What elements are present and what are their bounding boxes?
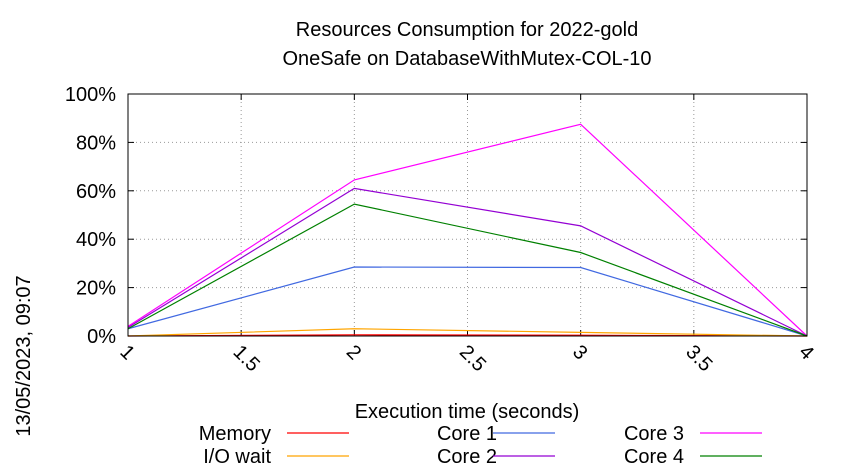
legend-label: Core 4 <box>624 446 684 468</box>
x-tick-label: 2.5 <box>455 341 490 376</box>
x-axis-label: Execution time (seconds) <box>355 401 580 423</box>
y-tick-label: 100% <box>65 84 116 106</box>
chart-subtitle: OneSafe on DatabaseWithMutex-COL-10 <box>282 48 651 70</box>
series-line-core-3 <box>127 123 808 337</box>
plot-area-border <box>127 93 808 337</box>
y-tick-label: 40% <box>76 229 116 251</box>
legend-label: Memory <box>199 423 271 445</box>
y-axis-tick-labels: 0% 20% 40% 60% 80% 100% <box>65 84 116 348</box>
x-axis-tick-labels: 1 1.5 2 2.5 3 3.5 4 <box>115 341 817 376</box>
series-line-core-2 <box>127 187 808 337</box>
series-line-core-1 <box>127 266 808 337</box>
legend-label: I/O wait <box>203 446 271 468</box>
series-line-i-o-wait <box>127 328 808 337</box>
grid-lines <box>127 93 808 337</box>
y-tick-label: 80% <box>76 132 116 154</box>
y-tick-label: 60% <box>76 181 116 203</box>
chart-title: Resources Consumption for 2022-gold <box>296 19 638 41</box>
x-tick-label: 1.5 <box>229 341 264 376</box>
x-tick-label: 4 <box>794 341 817 364</box>
y-tick-label: 20% <box>76 278 116 300</box>
x-tick-label: 3 <box>568 341 591 364</box>
x-tick-label: 3.5 <box>681 341 716 376</box>
y-tick-label: 0% <box>87 326 116 348</box>
x-tick-label: 1 <box>115 341 138 364</box>
legend-label: Core 3 <box>624 423 684 445</box>
series-line-core-4 <box>127 203 808 337</box>
legend-label: Core 1 <box>437 423 497 445</box>
legend-label: Core 2 <box>437 446 497 468</box>
x-tick-label: 2 <box>342 341 365 364</box>
timestamp-label: 13/05/2023, 09:07 <box>13 275 35 436</box>
